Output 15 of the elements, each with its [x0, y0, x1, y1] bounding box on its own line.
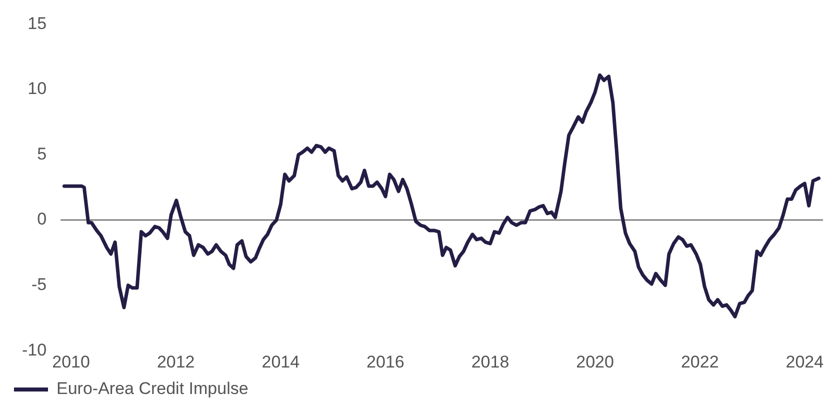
- y-tick-label: -5: [31, 275, 47, 294]
- x-tick-label: 2020: [576, 352, 614, 372]
- x-tick-label: 2022: [680, 352, 719, 372]
- y-tick-label: 0: [37, 210, 47, 229]
- x-tick-label: 2010: [52, 352, 90, 372]
- x-tick-label: 2024: [786, 352, 824, 372]
- x-tick-label: 2018: [471, 352, 510, 372]
- y-tick-label: 5: [37, 144, 47, 164]
- y-tick-label: 10: [28, 79, 47, 98]
- x-tick-label: 2014: [262, 352, 300, 372]
- x-tick-label: 2012: [156, 352, 195, 372]
- legend-label: Euro-Area Credit Impulse: [56, 379, 248, 398]
- y-tick-label: -10: [22, 340, 47, 360]
- x-tick-label: 2016: [366, 352, 404, 372]
- y-tick-label: 15: [28, 14, 47, 33]
